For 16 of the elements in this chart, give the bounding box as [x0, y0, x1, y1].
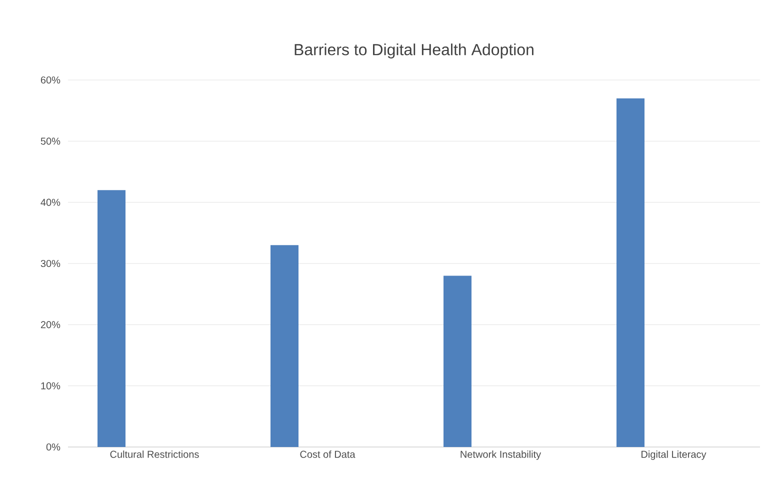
bar — [270, 245, 298, 447]
y-tick-label: 30% — [40, 260, 60, 268]
x-tick-label: Network Instability — [460, 450, 542, 460]
y-tick-label: 0% — [46, 443, 60, 451]
y-tick-label: 10% — [41, 382, 60, 390]
y-tick-label: 50% — [40, 138, 60, 145]
chart-title: Barriers to Digital Health Adoption — [294, 44, 534, 58]
x-tick-label: Cultural Restrictions — [110, 450, 199, 458]
y-tick-label: 40% — [40, 198, 60, 206]
y-tick-label: 60% — [40, 76, 60, 84]
x-tick-label: Cost of Data — [300, 450, 356, 458]
x-tick-label: Digital Literacy — [642, 450, 706, 460]
bar — [444, 276, 472, 447]
y-tick-label: 20% — [40, 321, 60, 328]
bar — [98, 190, 126, 447]
bar — [616, 98, 645, 447]
